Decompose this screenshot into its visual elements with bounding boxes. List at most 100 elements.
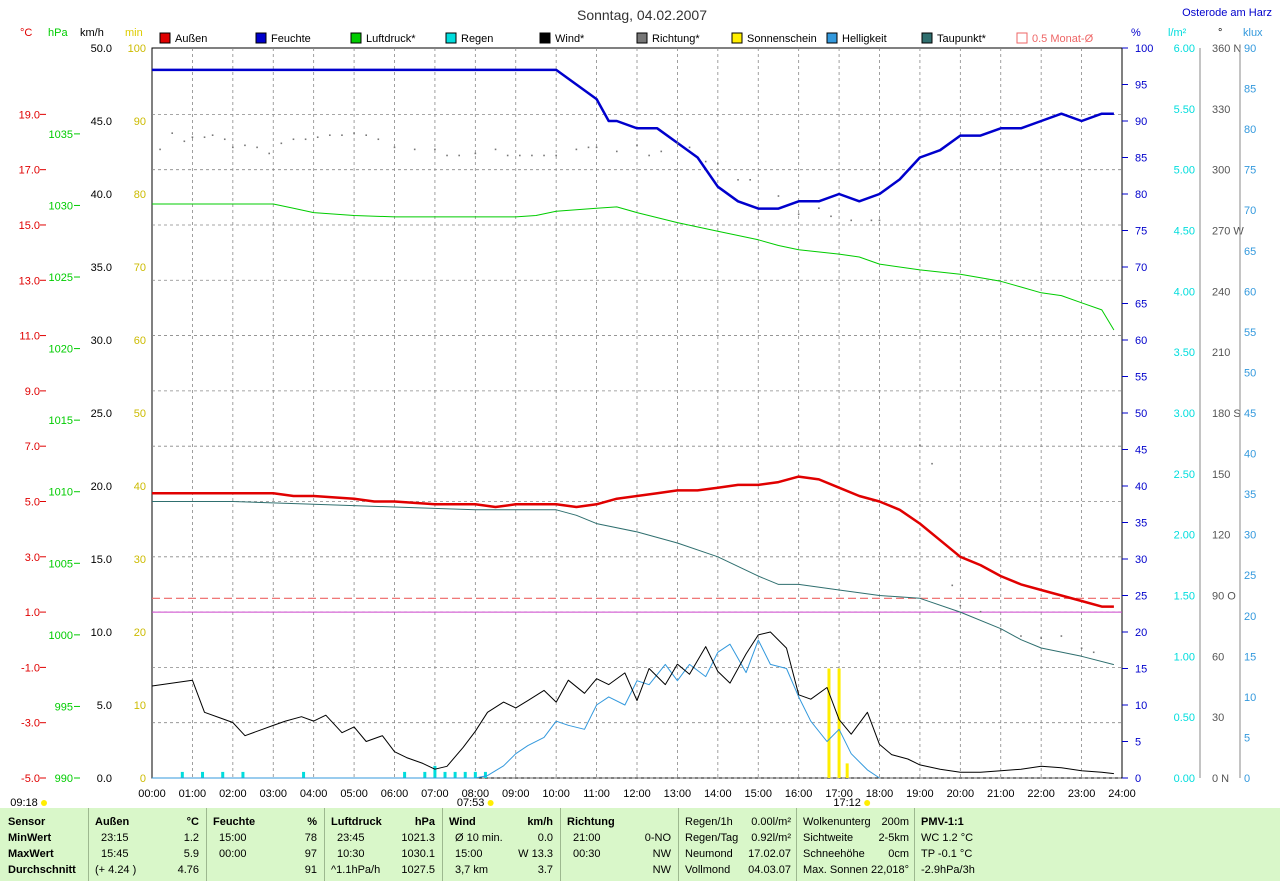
tick-hpa: 1015 <box>49 415 73 427</box>
tick-time: 04:00 <box>300 788 328 800</box>
tick-klux: 85 <box>1244 84 1256 96</box>
tick-min: 60 <box>134 335 146 347</box>
tick-hpa: 1000 <box>49 630 73 642</box>
tick-klux: 15 <box>1244 651 1256 663</box>
tick-klux: 10 <box>1244 692 1256 704</box>
stats-vollmond-label: Vollmond <box>685 864 731 876</box>
stats-luftdruck-max-time: 10:30 <box>337 848 365 860</box>
point-richtung <box>446 154 448 157</box>
stats-wind-max: W 13.3 <box>518 848 553 860</box>
tick-lm2: 3.00 <box>1174 408 1195 420</box>
tick-time: 20:00 <box>947 788 975 800</box>
legend-label: Regen <box>461 33 493 45</box>
bar-regen <box>463 771 467 778</box>
tick-klux: 5 <box>1244 732 1250 744</box>
stats-aussen-min-time: 23:15 <box>101 832 129 844</box>
marker-sunrise-icon <box>487 800 494 806</box>
point-richtung <box>531 154 533 157</box>
stats-luftdruck-min: 1021.3 <box>401 832 435 844</box>
point-richtung <box>717 162 719 165</box>
tick-percent: 80 <box>1135 189 1147 201</box>
tick-min: 30 <box>134 554 146 566</box>
stats-richtung-avg: NW <box>652 864 671 876</box>
tick-deg: 30 <box>1212 712 1224 724</box>
stats-wind-column: Wind km/h Ø 10 min. 0.0 15:00 W 13.3 3,7… <box>442 808 561 881</box>
tick-klux: 50 <box>1244 367 1256 379</box>
tick-kmh: 45.0 <box>91 116 112 128</box>
point-richtung <box>458 154 460 157</box>
stats-richtung-column: Richtung 21:00 0-NO 00:30 NW NW <box>560 808 679 881</box>
tick-lm2: 4.00 <box>1174 286 1195 298</box>
tick-klux: 90 <box>1244 43 1256 55</box>
tick-percent: 20 <box>1135 627 1147 639</box>
point-richtung <box>595 146 598 149</box>
tick-lm2: 3.50 <box>1174 347 1195 359</box>
stats-aussen-avg: 4.76 <box>177 864 199 876</box>
stats-row-max: MaxWert <box>8 848 54 860</box>
legend-swatch <box>159 32 171 44</box>
legend-label: Helligkeit <box>842 33 887 45</box>
bar-regen <box>403 771 407 778</box>
tick-celsius: 13.0 <box>19 275 40 287</box>
point-richtung <box>232 146 234 149</box>
tick-hpa: 995 <box>55 701 73 713</box>
legend-swatch <box>539 32 551 44</box>
bar-regen <box>302 771 306 778</box>
point-richtung <box>830 215 832 218</box>
point-richtung <box>1040 637 1042 639</box>
tick-celsius: 19.0 <box>19 109 40 121</box>
tick-percent: 100 <box>1135 43 1153 55</box>
legend-swatch <box>1016 32 1028 44</box>
tick-percent: 25 <box>1135 591 1147 603</box>
stats-regen-column: Regen/1h 0.00l/m² Regen/Tag 0.92l/m² Neu… <box>678 808 797 881</box>
tick-deg: 330 <box>1212 104 1230 116</box>
point-richtung <box>636 144 638 147</box>
tick-deg: 0 N <box>1212 773 1229 785</box>
tick-hpa: 1025 <box>49 272 73 284</box>
series-helligkeit <box>152 639 880 779</box>
legend-swatch <box>826 32 838 44</box>
bar-regen <box>423 771 427 778</box>
tick-percent: 65 <box>1135 299 1147 311</box>
point-richtung <box>506 154 509 157</box>
statistics-panel: Sensor MinWert MaxWert Durchschnitt Auße… <box>0 808 1280 881</box>
tick-percent: 5 <box>1135 737 1141 749</box>
unit-label-min: min <box>125 27 143 39</box>
tick-kmh: 30.0 <box>91 335 112 347</box>
point-richtung <box>171 132 174 134</box>
tick-celsius: 5.0 <box>25 496 40 508</box>
tick-celsius: 17.0 <box>19 165 40 177</box>
tick-klux: 55 <box>1244 327 1256 339</box>
point-richtung <box>615 150 618 153</box>
bar-sonnenschein <box>827 668 831 778</box>
stats-luftdruck-max: 1030.1 <box>401 848 435 860</box>
tick-kmh: 5.0 <box>97 700 112 712</box>
tick-klux: 80 <box>1244 124 1256 136</box>
point-richtung <box>365 134 368 136</box>
grid <box>151 47 1123 779</box>
point-richtung <box>555 154 557 157</box>
tick-time: 22:00 <box>1027 788 1055 800</box>
series-wind <box>151 631 1114 775</box>
chart-title: Sonntag, 04.02.2007 <box>577 7 707 23</box>
bar-sonnenschein <box>837 668 841 778</box>
tick-time: 19:00 <box>906 788 934 800</box>
point-richtung <box>818 207 820 209</box>
tick-min: 0 <box>140 773 146 785</box>
tick-percent: 50 <box>1135 408 1147 420</box>
point-richtung <box>353 132 355 134</box>
stats-vollmond: 04.03.07 <box>748 864 791 876</box>
series-aussen <box>152 475 1114 608</box>
stats-pmv-wc: WC 1.2 °C <box>921 832 974 844</box>
stats-richtung-max: NW <box>652 848 671 860</box>
series-luftdruck <box>152 203 1115 331</box>
location-link[interactable]: Osterode am Harz <box>1182 7 1272 19</box>
bar-regen <box>221 771 225 778</box>
tick-time: 10:00 <box>542 788 570 800</box>
point-richtung <box>434 148 436 151</box>
stats-feuchte-avg: 91 <box>304 864 317 876</box>
stats-richtung-min: 0-NO <box>644 832 671 844</box>
tick-klux: 0 <box>1244 773 1250 785</box>
tick-deg: 150 <box>1212 469 1230 481</box>
stats-regen-tag: 0.92l/m² <box>751 832 791 844</box>
